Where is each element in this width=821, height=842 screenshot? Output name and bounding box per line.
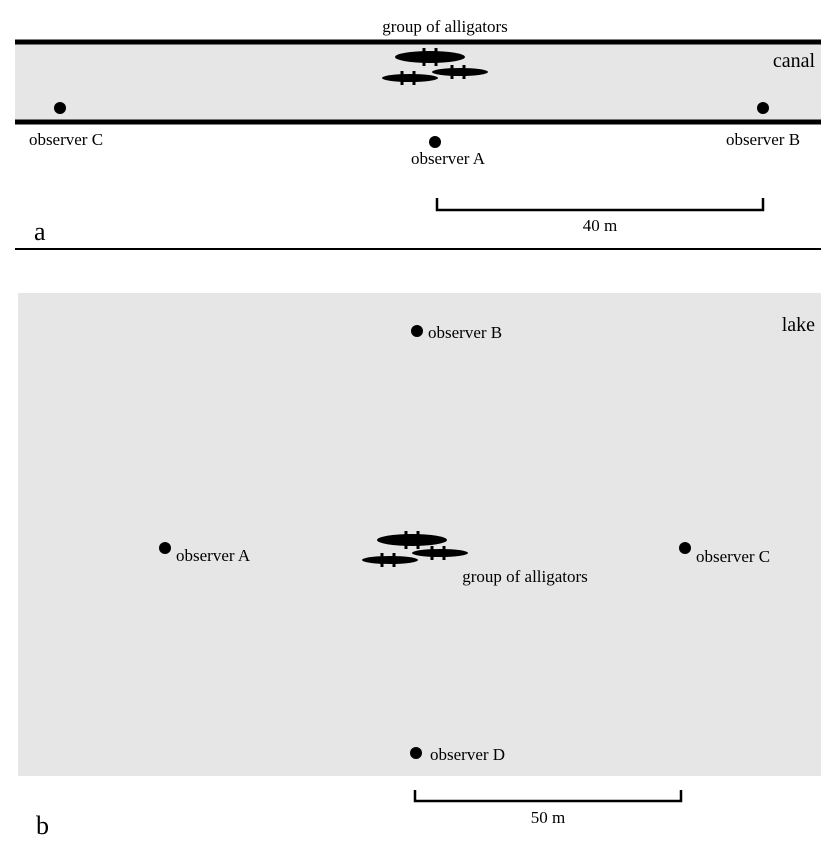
scale-bar	[415, 790, 681, 801]
water-label: canal	[773, 50, 816, 72]
alligators-label: group of alligators	[462, 567, 588, 586]
scale-label: 40 m	[583, 216, 617, 235]
alligators-label: group of alligators	[382, 17, 508, 36]
observer-label: observer B	[726, 130, 800, 149]
observer-label: observer C	[696, 547, 770, 566]
observer-dot	[159, 542, 171, 554]
observer-label: observer A	[176, 546, 251, 565]
page: group of alligators canal observer C obs…	[0, 0, 821, 842]
observer-dot	[429, 136, 441, 148]
observer-label: observer B	[428, 323, 502, 342]
scale-label: 50 m	[531, 808, 565, 827]
observer-dot	[54, 102, 66, 114]
panel-label: b	[36, 811, 49, 837]
observer-label: observer A	[411, 149, 486, 168]
observer-dot	[757, 102, 769, 114]
observer-dot	[411, 325, 423, 337]
water-label: lake	[782, 314, 815, 336]
observer-dot	[679, 542, 691, 554]
observer-label: observer C	[29, 130, 103, 149]
scale-bar	[437, 198, 763, 210]
panel-label: a	[34, 217, 46, 246]
figure: group of alligators canal observer C obs…	[0, 0, 821, 837]
panel-a: group of alligators canal observer C obs…	[15, 17, 821, 249]
panel-b: lake observer B observer A group of alli…	[18, 293, 821, 837]
observer-label: observer D	[430, 745, 505, 764]
observer-dot	[410, 747, 422, 759]
